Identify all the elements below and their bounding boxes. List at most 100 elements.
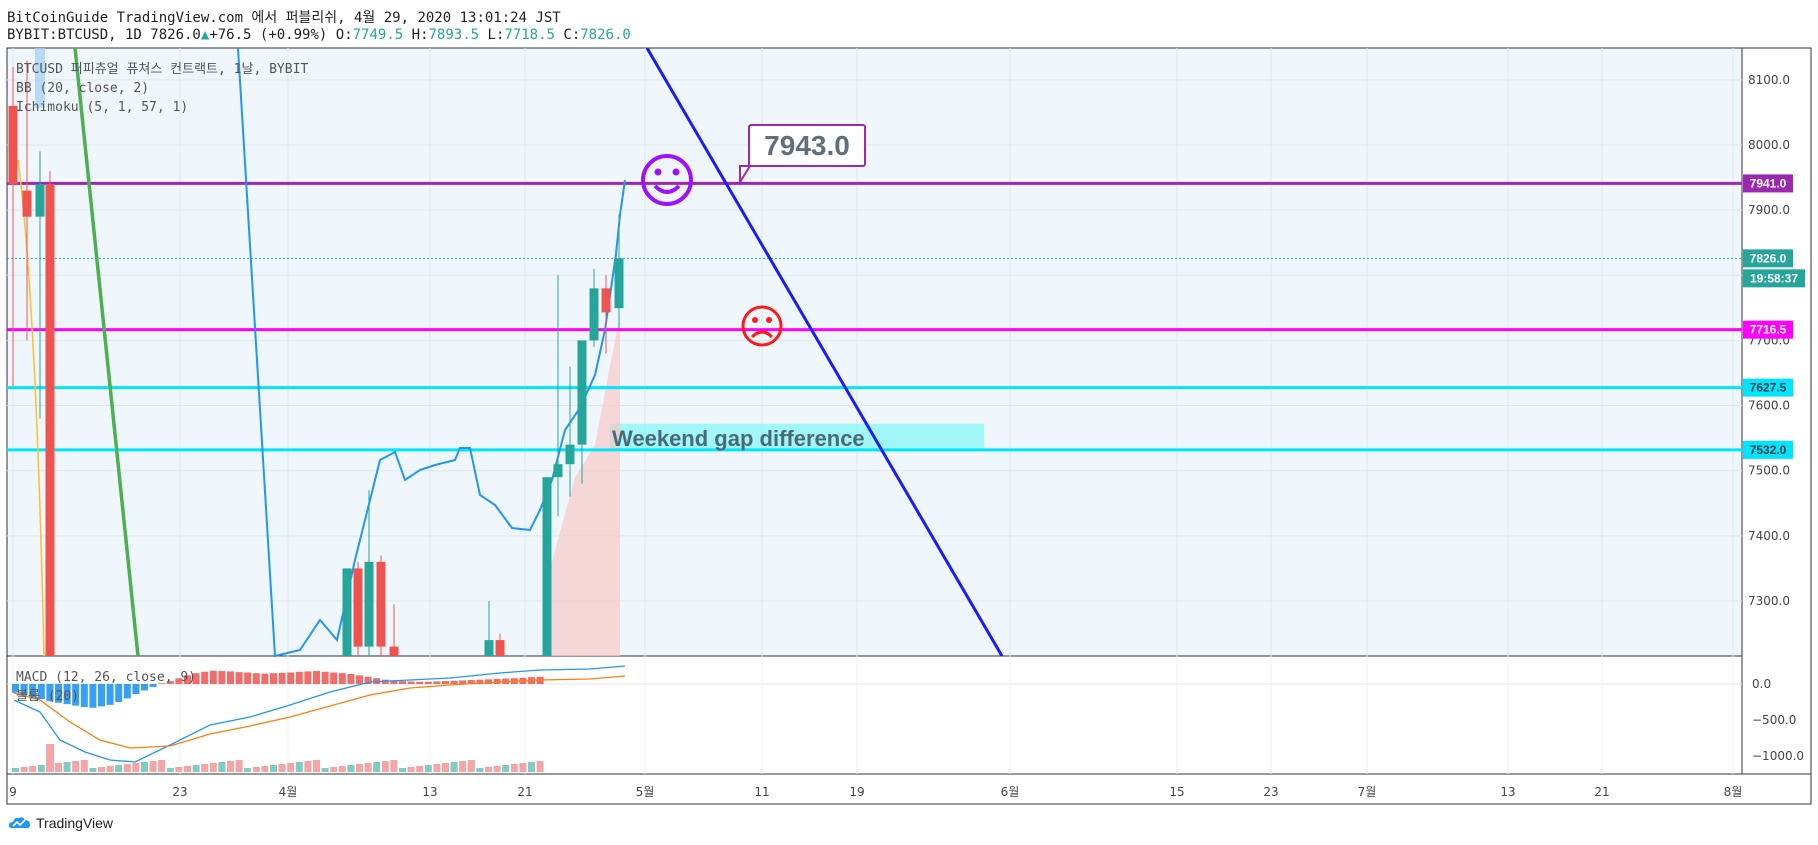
legend-main: BTCUSD 퍼피츄얼 퓨쳐스 컨트랙트, 1날, BYBIT: [16, 62, 308, 77]
candle-body: [353, 568, 363, 647]
volume-bar: [536, 761, 544, 772]
volume-bar: [201, 764, 209, 772]
candle-body: [565, 444, 575, 465]
volume-bar: [330, 767, 338, 772]
countdown-tag: [1743, 269, 1805, 288]
volume-bar: [433, 764, 441, 772]
candle-body: [22, 190, 32, 217]
x-tick-label: 11: [754, 785, 769, 799]
candle-body: [542, 477, 552, 656]
macd-histogram-bar: [158, 683, 166, 684]
volume-bar: [287, 763, 295, 772]
macd-histogram-bar: [476, 679, 484, 684]
x-tick-label: 21: [517, 785, 532, 799]
gap-layer: [550, 314, 984, 656]
x-tick-label: 23: [1263, 785, 1278, 799]
price-tag-support-2: [1743, 378, 1793, 397]
macd-tick-label: −500.0: [1752, 713, 1796, 727]
volume-bar: [399, 768, 406, 772]
time-axis[interactable]: [6, 773, 1812, 805]
x-tick-label: 13: [1500, 785, 1515, 799]
up-arrow-icon: ▲: [200, 27, 210, 43]
macd-histogram-bar: [46, 684, 54, 702]
x-tick-label: 15: [1169, 785, 1184, 799]
symbol-label: BYBIT:BTCUSD, 1D 7826.0: [7, 27, 201, 43]
volume-bar: [12, 768, 19, 772]
volume-bar: [295, 762, 303, 772]
volume-bar: [29, 766, 37, 772]
tradingview-cloud-icon: [9, 817, 30, 828]
horizontal-lines: [7, 181, 1742, 452]
candle-body: [35, 184, 45, 217]
footer-brand: TradingView: [36, 815, 114, 831]
price-callout[interactable]: 7943.0: [739, 124, 866, 186]
macd-histogram-bar: [467, 680, 475, 684]
y-tick-label: 7900.0: [1748, 203, 1790, 217]
candle-body: [389, 646, 399, 656]
close-label: C:: [563, 27, 581, 43]
volume-bar: [373, 762, 381, 772]
macd-histogram-bar: [218, 671, 226, 684]
open-label: O:: [335, 27, 353, 43]
sad-face-icon: [741, 305, 783, 347]
macd-histogram-bar: [338, 673, 346, 684]
publish-info: BitCoinGuide TradingView.com 에서 퍼블리쉬, 4월…: [7, 7, 561, 27]
volume-bar: [192, 765, 200, 772]
volume-bar: [390, 760, 398, 772]
volume-bar: [72, 761, 80, 772]
candle-body: [484, 640, 494, 656]
countdown-label: 19:58:37: [1750, 271, 1798, 285]
macd-histogram-bar: [459, 680, 467, 684]
macd-histogram-bar: [424, 681, 432, 684]
price-tag-label: 7716.5: [1750, 323, 1787, 337]
volume-bar: [338, 766, 346, 772]
volume-bar: [424, 765, 432, 772]
volume-bar: [235, 760, 243, 772]
macd-histogram-bar: [313, 671, 320, 684]
volume-bar: [528, 762, 535, 772]
macd-histogram-bar: [321, 671, 329, 684]
y-tick-label: 7500.0: [1748, 464, 1790, 478]
volume-bar: [313, 760, 320, 772]
x-tick-label: 6월: [1001, 785, 1020, 799]
macd-histogram-bar: [270, 673, 277, 684]
volume-bar: [63, 762, 71, 772]
volume-bar: [227, 761, 234, 772]
macd-histogram-bar: [433, 681, 441, 684]
high-value: 7893.5: [428, 27, 480, 43]
macd-histogram-bar: [485, 679, 492, 684]
candle-body: [577, 340, 587, 445]
legend-volume: 볼륨 (20): [16, 689, 79, 704]
volume-bar: [106, 766, 114, 772]
price-axis[interactable]: [1741, 47, 1812, 775]
legend-bb: BB (20, close, 2): [16, 81, 149, 96]
volume-bar: [416, 766, 424, 772]
signal-line: [13, 675, 626, 749]
price-pane[interactable]: [6, 47, 1743, 657]
macd-histogram-bar: [364, 676, 372, 684]
trend-line: [645, 47, 1004, 657]
volume-bar: [80, 760, 88, 772]
price-tag-support-3: [1743, 440, 1793, 459]
price-tags: 7941.0 7826.0 7716.5 7627.5 7532.0 19:58:37: [1743, 174, 1805, 459]
volume-bar: [261, 766, 269, 772]
legend-macd: MACD (12, 26, close, 9): [16, 670, 196, 685]
price-tag-support-1: [1743, 320, 1793, 339]
macd-histogram-bar: [166, 681, 174, 684]
tradingview-logo[interactable]: TradingView: [8, 815, 113, 831]
price-tag-label: 7941.0: [1750, 176, 1787, 190]
macd-histogram-bar: [115, 684, 123, 702]
low-label: L:: [487, 27, 505, 43]
volume-bar: [46, 744, 54, 772]
price-tag-resistance: [1743, 174, 1793, 193]
candle-body: [614, 258, 624, 309]
macd-histogram-bar: [141, 684, 148, 691]
volume-bar: [184, 766, 191, 772]
chart-canvas[interactable]: 7300.07400.07500.07600.07700.07800.07900…: [0, 0, 1818, 810]
volume-bar: [89, 768, 97, 772]
volume-bar: [158, 760, 166, 772]
x-tick-label: 19: [849, 785, 864, 799]
macd-histogram-bar: [123, 684, 131, 699]
volume-bar: [175, 767, 183, 772]
macd-histogram-bar: [12, 684, 19, 693]
